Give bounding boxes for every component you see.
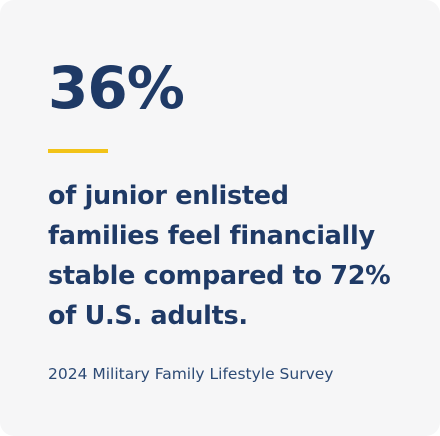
stat-description-line: of junior enlisted bbox=[48, 181, 289, 211]
stat-description-line: of U.S. adults. bbox=[48, 301, 248, 331]
stat-description-line: families feel financially bbox=[48, 221, 375, 251]
stat-description: of junior enlisted families feel financi… bbox=[48, 176, 418, 336]
stat-description-line: stable compared to 72% bbox=[48, 261, 391, 291]
source-citation: 2024 Military Family Lifestyle Survey bbox=[48, 365, 334, 383]
stat-value: 36% bbox=[48, 54, 185, 122]
accent-divider bbox=[48, 149, 108, 153]
